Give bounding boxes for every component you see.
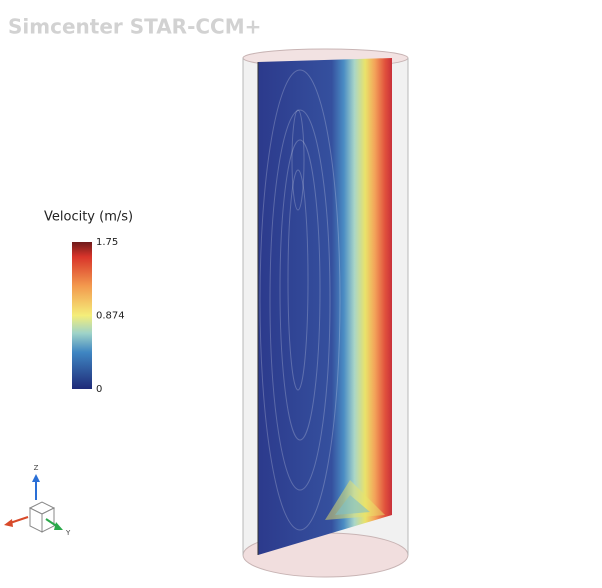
axis-triad (4, 474, 63, 533)
app-title: Simcenter STAR-CCM+ (8, 15, 261, 39)
legend-ticks: 1.75 0.874 0 (96, 237, 125, 395)
axis-label: Z (34, 464, 39, 472)
legend-tick-label: 0.874 (96, 311, 125, 322)
legend-tick-label: 1.75 (96, 237, 118, 248)
legend-tick-label: 0 (96, 384, 102, 395)
color-bar (72, 242, 92, 389)
streamlines (259, 69, 385, 531)
axis-label: Y (65, 529, 71, 537)
legend-title: Velocity (m/s) (44, 210, 133, 225)
velocity-plane (258, 58, 392, 555)
